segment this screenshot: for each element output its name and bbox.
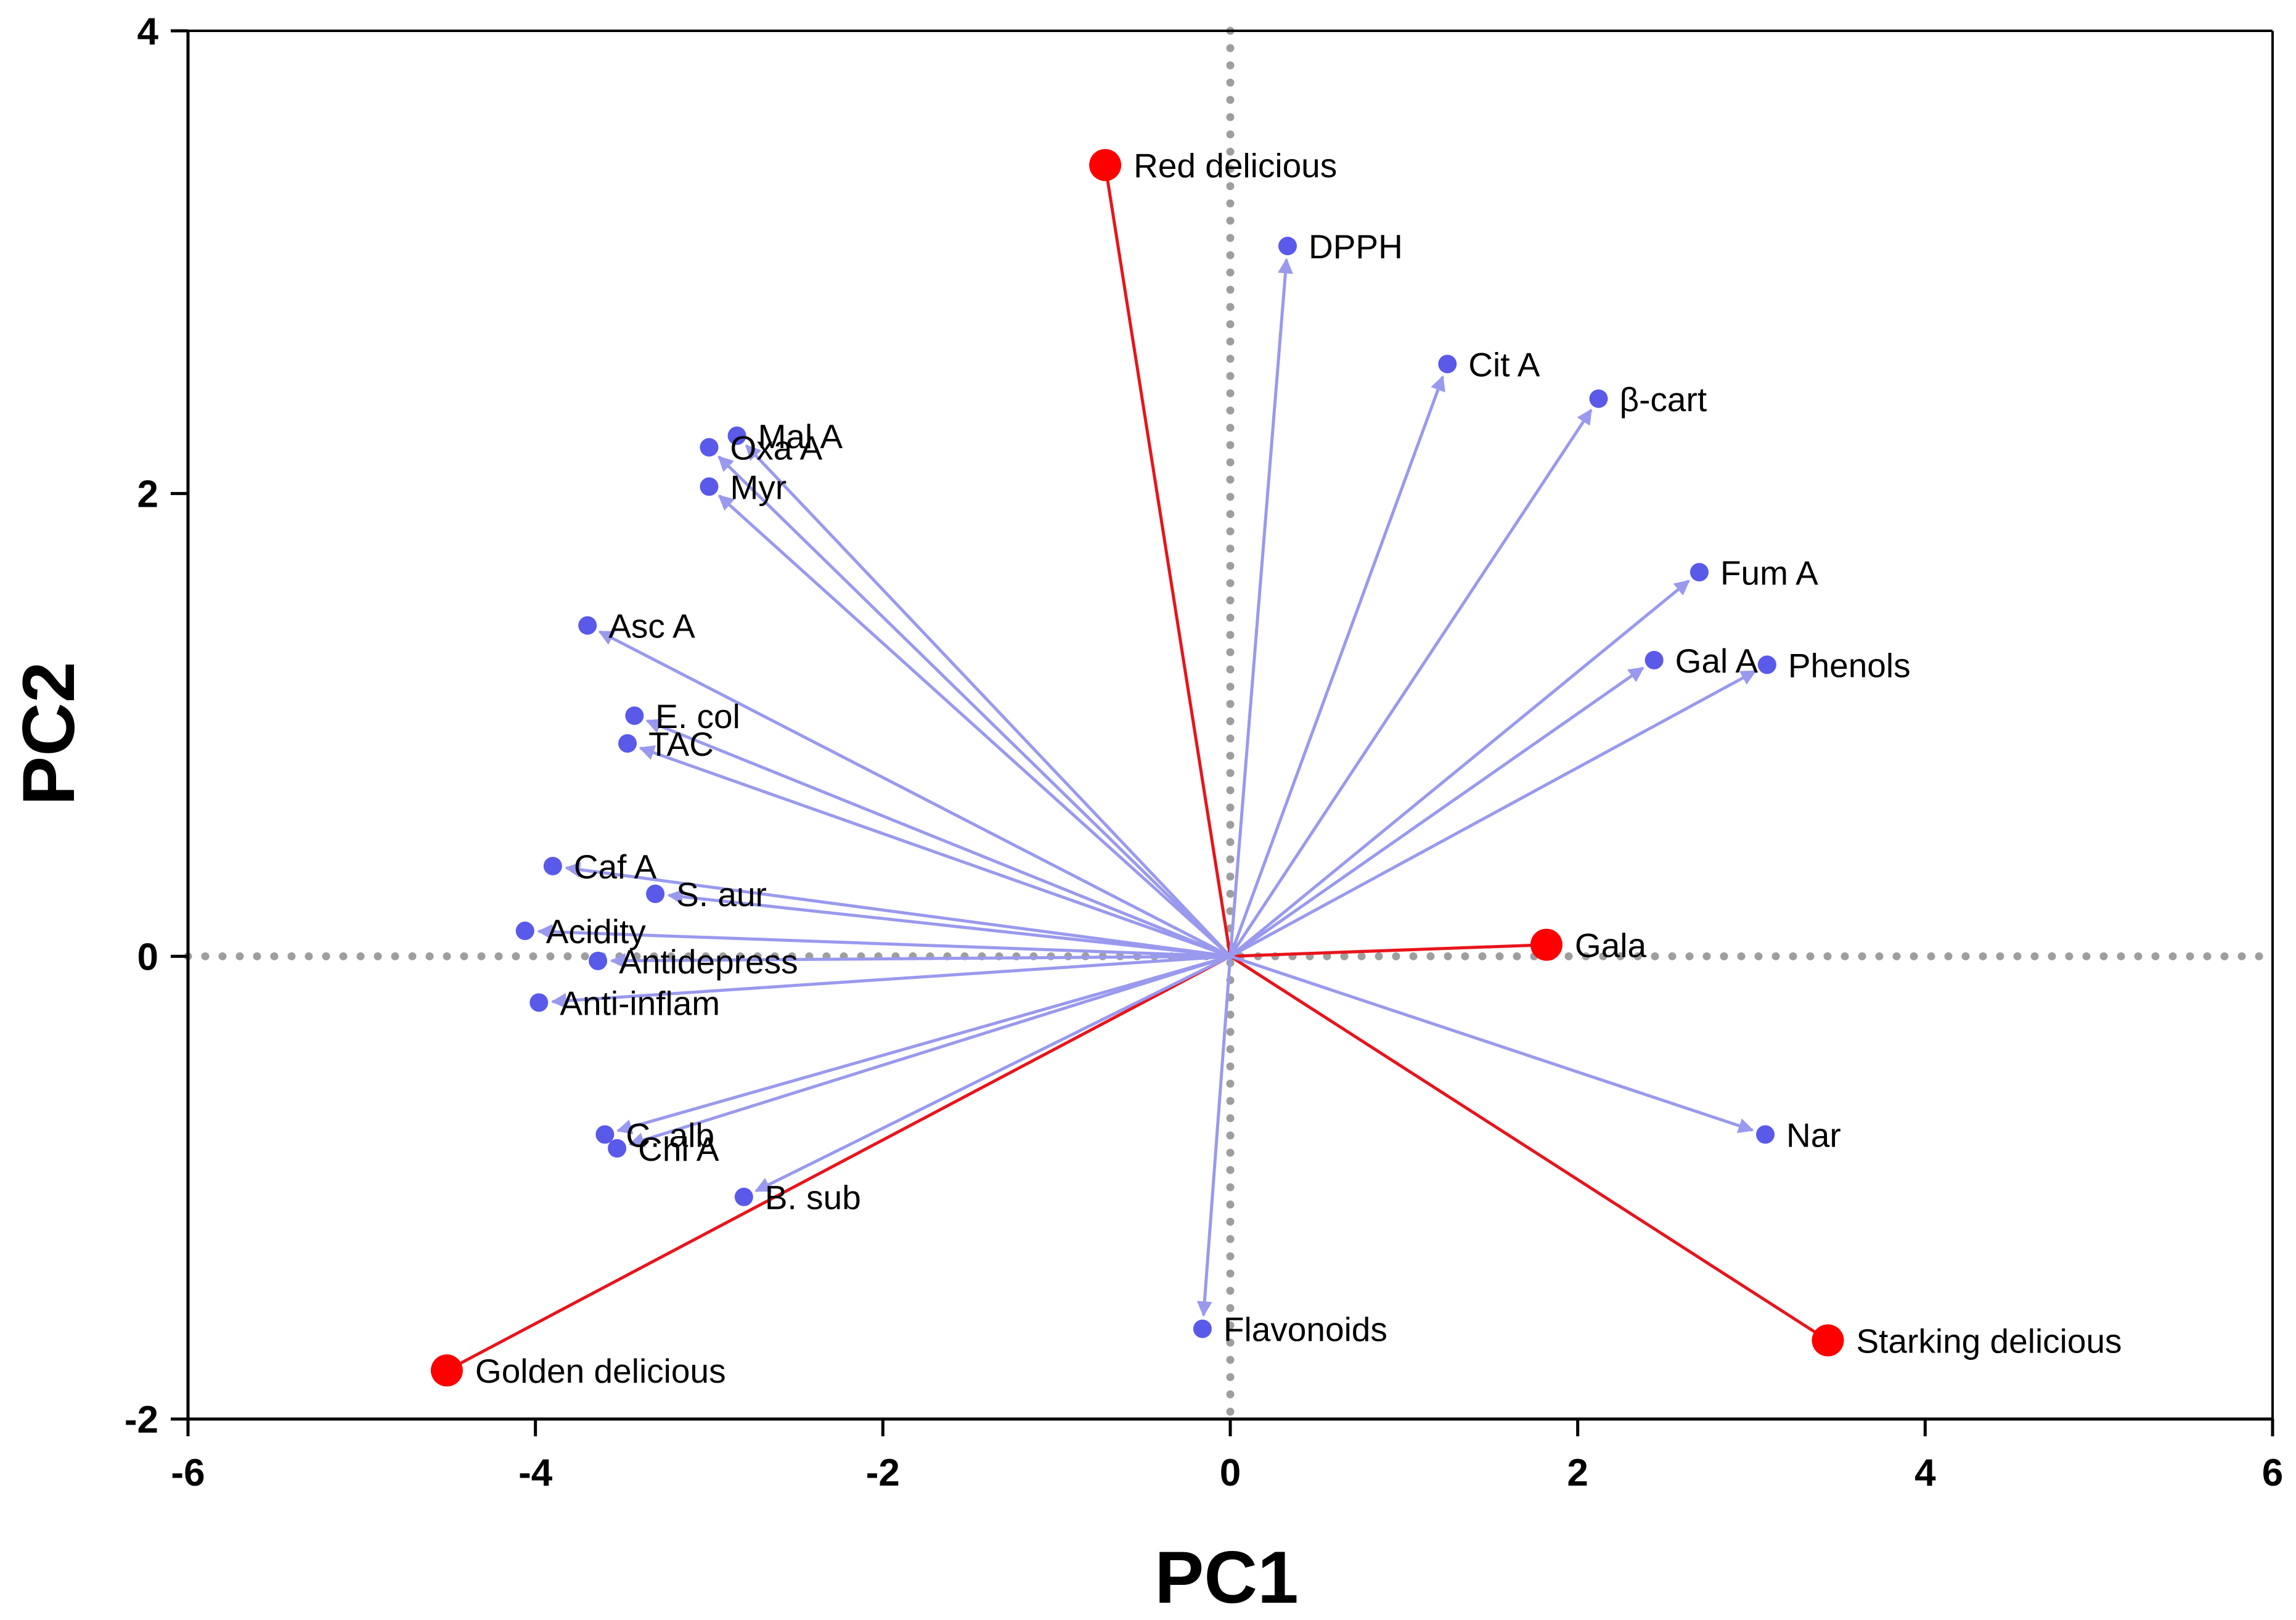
loading-point-dpph — [1278, 237, 1297, 256]
loading-arrow-anti-inflam — [550, 954, 1231, 1008]
loading-label-myr: Myr — [730, 468, 787, 506]
x-tick-label: -6 — [171, 1452, 205, 1494]
loading-point-c-alb — [595, 1125, 615, 1144]
score-label-starking-delicious: Starking delicious — [1857, 1322, 2122, 1360]
loading-arrow-mal-a — [745, 444, 1232, 958]
loading-arrow-phenols — [1229, 669, 1757, 958]
score-point-golden-delicious — [430, 1354, 463, 1387]
loading-point-cit-a — [1438, 354, 1457, 374]
loading-arrow-chl-a — [628, 954, 1231, 1148]
axis-ticks: -6 -4 -2 0 2 4 6 -2 0 2 4 — [125, 10, 2283, 1494]
score-label-gala: Gala — [1575, 927, 1647, 965]
loading-label-tac: TAC — [648, 725, 714, 763]
loading-point-antidepress — [589, 951, 608, 970]
score-lines — [446, 165, 1829, 1372]
x-tick-label: 6 — [2262, 1452, 2283, 1494]
loading-arrow-e-col — [645, 719, 1231, 958]
loading-point-acidity — [515, 922, 534, 941]
y-tick-label: -2 — [125, 1399, 158, 1441]
loading-point-fum-a — [1689, 563, 1709, 582]
loading-arrows — [537, 258, 1757, 1317]
loading-label-c-alb: C. alb — [626, 1116, 714, 1154]
loading-label-gal-a: Gal A — [1675, 642, 1759, 680]
y-axis-title: PC2 — [7, 661, 90, 805]
loading-arrow-nar — [1230, 954, 1754, 1134]
score-line-red-delicious — [1103, 165, 1232, 957]
y-tick-label: 2 — [137, 473, 158, 516]
loading-arrow-myr — [717, 494, 1232, 958]
loading-arrow-s-aur — [667, 889, 1231, 958]
loading-arrow-dpph — [1228, 258, 1293, 957]
loading-label-chl-a: Chl A — [638, 1130, 719, 1168]
x-tick-label: -2 — [866, 1452, 900, 1494]
loading-arrow-flavonoids — [1196, 956, 1232, 1317]
loading-point-caf-a — [543, 856, 562, 875]
loading-arrow-caf-a — [565, 862, 1231, 958]
score-label-golden-delicious: Golden delicious — [475, 1352, 726, 1390]
x-tick-label: 4 — [1914, 1452, 1936, 1494]
loading-arrow-b-sub — [754, 955, 1232, 1193]
score-point-red-delicious — [1089, 149, 1122, 181]
x-axis-title: PC1 — [1154, 1536, 1298, 1619]
loading-label-e-col: E. col — [655, 697, 740, 735]
y-tick-label: 4 — [137, 10, 159, 53]
loading-point-b-sub — [734, 1187, 753, 1206]
loading-label-s-aur: S. aur — [676, 875, 767, 914]
score-label-red-delicious: Red delicious — [1134, 147, 1337, 185]
loading-arrow-c-alb — [616, 954, 1231, 1135]
loading-arrow-cart — [1228, 409, 1593, 957]
loading-label-antidepress: Antidepress — [619, 943, 798, 981]
loading-label-asc-a: Asc A — [608, 607, 695, 645]
loading-label-phenols: Phenols — [1788, 646, 1911, 684]
score-points — [430, 149, 1844, 1387]
loading-label-fum-a: Fum A — [1720, 554, 1818, 592]
loading-arrow-tac — [639, 745, 1231, 958]
score-line-starking-delicious — [1229, 955, 1829, 1342]
loading-label-nar: Nar — [1786, 1116, 1841, 1154]
loading-label-cart: β-cart — [1619, 380, 1707, 419]
loading-point-asc-a — [578, 616, 597, 635]
loading-arrow-asc-a — [598, 630, 1232, 958]
loading-point-mal-a — [727, 426, 746, 445]
zero-lines — [184, 27, 2277, 1423]
loading-label-flavonoids: Flavonoids — [1224, 1311, 1387, 1349]
loading-label-oxa-a: Oxa A — [730, 429, 823, 467]
x-tick-label: 0 — [1220, 1452, 1241, 1494]
loading-label-b-sub: B. sub — [765, 1179, 861, 1217]
x-tick-label: -4 — [518, 1452, 553, 1494]
loading-point-e-col — [625, 706, 644, 725]
score-point-gala — [1530, 928, 1563, 961]
loading-point-anti-inflam — [529, 993, 549, 1012]
score-line-gala — [1230, 943, 1547, 958]
loading-points — [515, 237, 1776, 1338]
loading-point-oxa-a — [700, 438, 719, 457]
loading-arrow-cit-a — [1228, 375, 1445, 957]
loading-arrow-fum-a — [1229, 579, 1690, 958]
score-line-golden-delicious — [446, 955, 1232, 1372]
loading-point-phenols — [1757, 655, 1776, 674]
loading-label-cit-a: Cit A — [1468, 345, 1540, 383]
loading-point-s-aur — [646, 884, 665, 903]
y-tick-label: 0 — [137, 936, 158, 978]
loading-point-gal-a — [1644, 650, 1664, 669]
loading-point-cart — [1589, 389, 1608, 408]
point-labels: DPPH Cit A β-cart Fum A Gal A Phenols Mal AOxa… — [475, 147, 2122, 1390]
loading-point-tac — [618, 734, 637, 753]
score-point-starking-delicious — [1812, 1324, 1844, 1357]
loading-arrow-oxa-a — [717, 456, 1232, 958]
loading-label-mal-a: Mal A — [758, 417, 843, 456]
loading-arrow-acidity — [537, 924, 1231, 958]
loading-arrow-antidepress — [610, 953, 1231, 969]
loading-label-anti-inflam: Anti-inflam — [560, 984, 720, 1022]
loading-point-myr — [700, 477, 719, 496]
loading-point-flavonoids — [1193, 1319, 1212, 1338]
loading-arrow-gal-a — [1229, 666, 1644, 958]
loading-label-acidity: Acidity — [546, 912, 646, 951]
x-tick-label: 2 — [1567, 1452, 1588, 1494]
loading-point-nar — [1756, 1125, 1775, 1144]
loading-point-chl-a — [608, 1139, 627, 1158]
loading-label-caf-a: Caf A — [574, 848, 657, 886]
loading-label-dpph: DPPH — [1309, 227, 1403, 266]
